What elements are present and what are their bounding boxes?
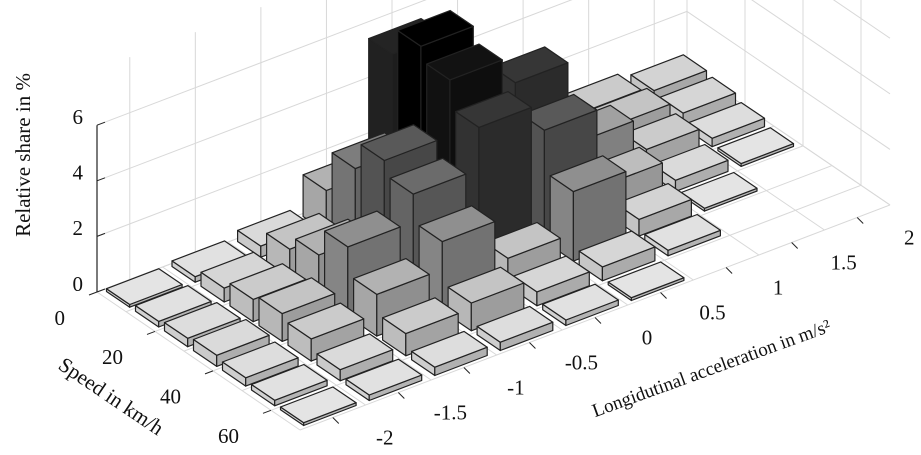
bar-top (651, 143, 729, 181)
bar-top (418, 205, 496, 243)
bar-top (513, 255, 590, 293)
x-tick (791, 242, 799, 249)
y-tick (88, 291, 98, 296)
y-tick-label: 60 (218, 424, 239, 448)
y-tick-label: 40 (160, 385, 181, 409)
bar-top (578, 230, 656, 268)
bar-top (411, 330, 488, 368)
z-tick-label: 0 (73, 272, 84, 296)
bars (105, 9, 795, 427)
bar-top (316, 333, 394, 371)
bar (411, 330, 488, 377)
bar-top (607, 261, 685, 299)
bar-top (163, 302, 241, 339)
x-tick-label: -1 (507, 375, 525, 399)
bar (513, 255, 590, 307)
x-axis-label: Longidutinal acceleration in m/s² (590, 316, 834, 422)
bar-top (717, 127, 795, 165)
grid-line (832, 0, 891, 39)
x-tick-label: 0 (642, 325, 653, 349)
bar-top (447, 266, 525, 304)
bar-top (221, 341, 299, 379)
bar-top (287, 302, 365, 340)
bar (542, 283, 619, 327)
bar (316, 333, 394, 382)
bar-top (659, 76, 737, 114)
bar-top (549, 155, 627, 193)
bar-top (389, 157, 467, 195)
bar-top (455, 90, 532, 129)
bar-top (476, 305, 554, 343)
bar (250, 363, 328, 407)
bar (476, 305, 554, 352)
bar-top (622, 113, 700, 150)
y-tick-label: 20 (102, 345, 123, 369)
x-tick (594, 317, 602, 324)
bar (717, 127, 795, 167)
bar-top (491, 46, 569, 84)
bar (578, 230, 656, 282)
bar-top (279, 386, 357, 424)
bar-top (688, 101, 766, 139)
z-tick (96, 177, 106, 182)
bar-top (644, 213, 722, 251)
floor-line (96, 291, 301, 431)
z-tick-label: 2 (73, 216, 84, 240)
bar-top (258, 277, 336, 315)
bar-top (484, 221, 561, 259)
bar-top (680, 171, 758, 209)
bar-top (520, 93, 598, 131)
x-tick (660, 292, 667, 299)
bar-top (134, 285, 212, 322)
bar-top (345, 358, 423, 396)
z-tick (96, 121, 106, 126)
x-tick-label: -1.5 (434, 400, 467, 424)
y-tick (262, 409, 272, 414)
bar (345, 358, 423, 402)
y-tick (204, 370, 214, 375)
bar (607, 261, 685, 302)
x-tick (725, 267, 733, 274)
bar-top (250, 363, 328, 401)
x-tick (397, 392, 405, 399)
z-tick-label: 4 (73, 161, 84, 185)
bar (688, 101, 766, 148)
bar-top (382, 297, 459, 335)
x-tick-label: -0.5 (565, 350, 598, 374)
y-tick (146, 330, 156, 335)
grid-line (686, 10, 891, 150)
x-tick-label: 1.5 (831, 250, 857, 274)
bar-top (192, 318, 270, 356)
x-tick-label: 1 (773, 275, 784, 299)
bar-top (630, 54, 708, 92)
bar (644, 213, 722, 257)
x-tick (463, 367, 471, 374)
z-tick-label: 6 (73, 105, 84, 129)
bar-top (615, 183, 693, 220)
bar-top (426, 43, 503, 81)
x-tick-label: 0.5 (699, 300, 725, 324)
bar-top (105, 268, 183, 306)
bar-top (542, 283, 619, 321)
y-tick-label: 0 (55, 306, 66, 330)
bar-top (353, 258, 430, 295)
x-tick (529, 342, 536, 349)
bar (382, 297, 459, 357)
x-tick (332, 417, 340, 424)
x-tick-label: 2 (904, 225, 915, 249)
bar-top (397, 9, 474, 47)
z-tick (96, 232, 106, 237)
grid-line (751, 0, 891, 95)
x-tick-label: -2 (376, 425, 394, 449)
bar-top (360, 124, 438, 162)
z-tick (96, 288, 106, 293)
bar (279, 386, 357, 427)
z-axis-label: Relative share in % (11, 73, 35, 237)
x-tick (856, 217, 864, 224)
bar (447, 266, 525, 332)
bar-top (324, 210, 401, 248)
